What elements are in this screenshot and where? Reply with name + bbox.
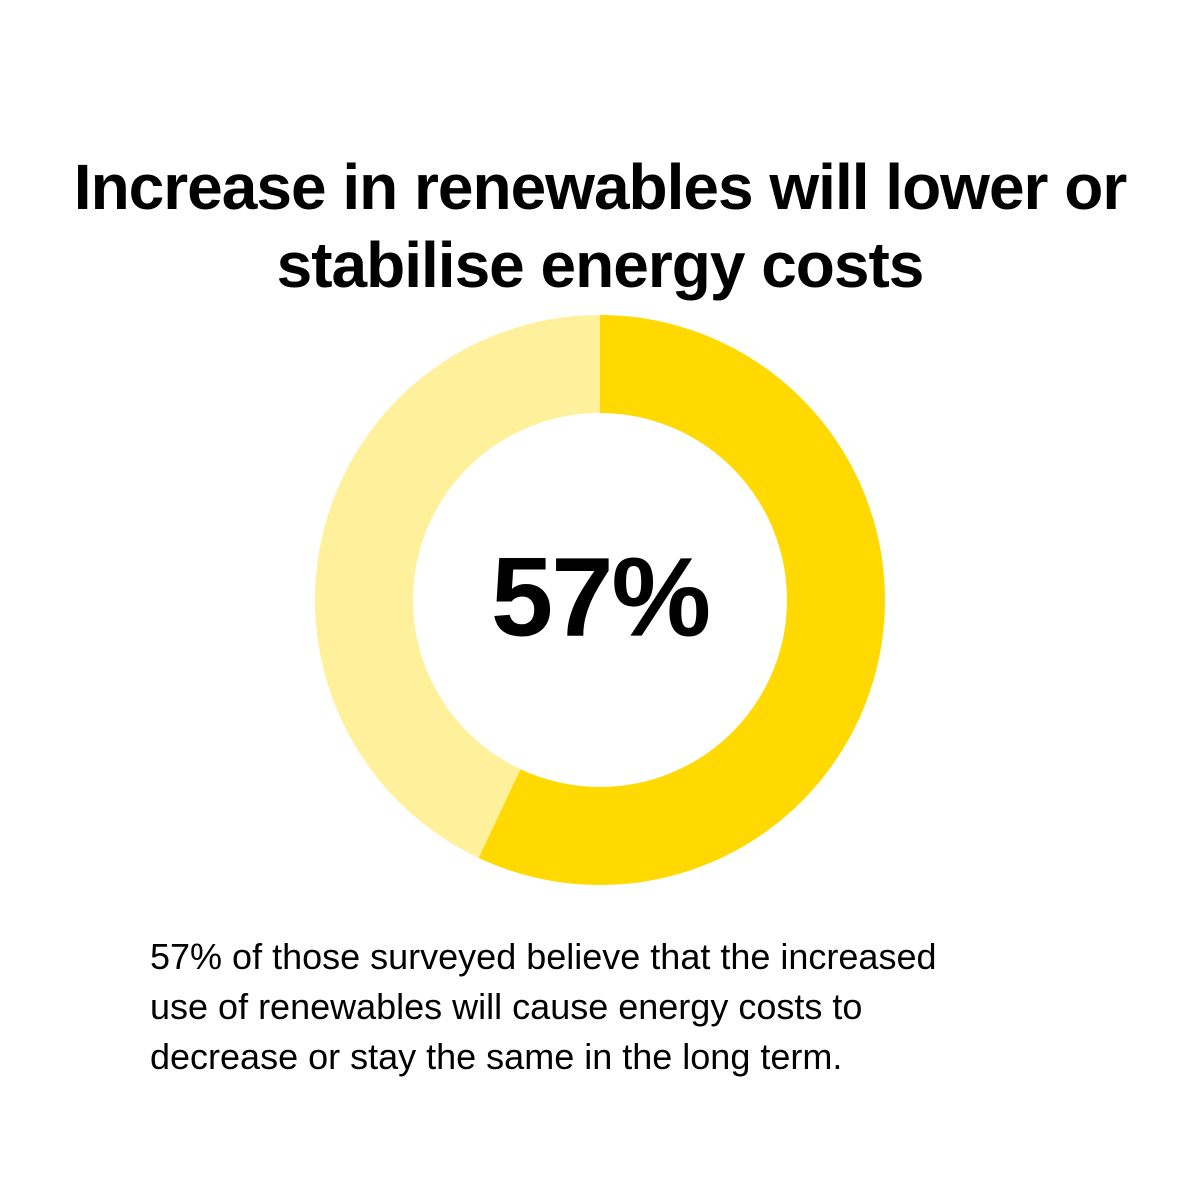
- chart-title: Increase in renewables will lower or sta…: [73, 151, 1127, 301]
- center-label: 57%: [491, 535, 709, 660]
- description: 57% of those surveyed believe that the i…: [150, 936, 937, 1077]
- donut-segment: [478, 315, 886, 885]
- donut-segment: [314, 315, 600, 858]
